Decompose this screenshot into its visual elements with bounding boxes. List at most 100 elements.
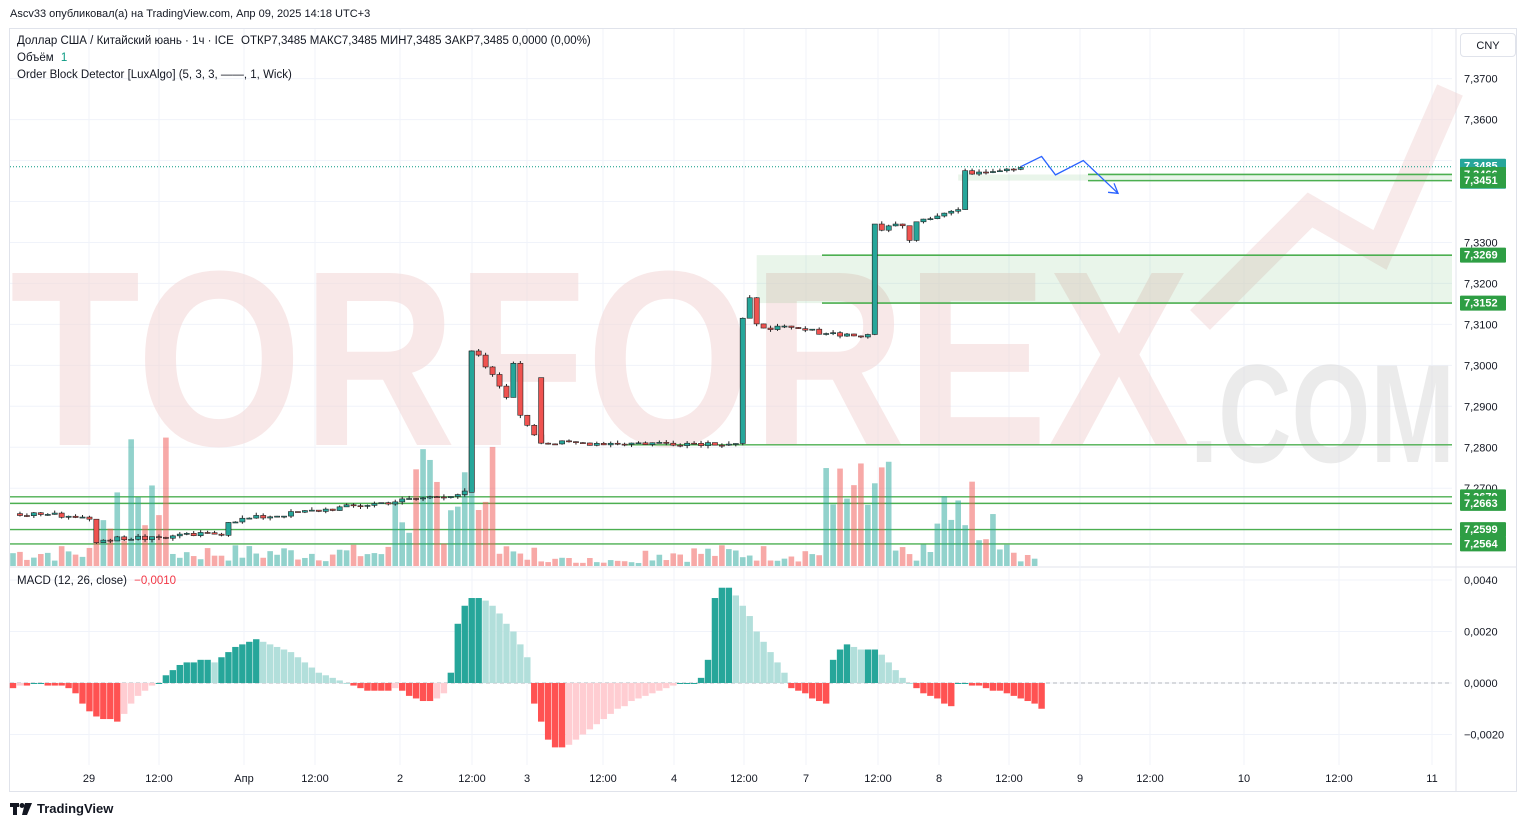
volume-bar bbox=[10, 553, 16, 566]
candle-body bbox=[760, 323, 767, 329]
symbol-legend[interactable]: Доллар США / Китайский юань · 1ч · ICE О… bbox=[17, 35, 591, 47]
volume-bar bbox=[65, 551, 72, 566]
volume-bar bbox=[183, 552, 190, 566]
volume-bar bbox=[316, 560, 322, 566]
time-tick-label: 7 bbox=[803, 773, 809, 785]
volume-bar bbox=[642, 550, 649, 566]
candle-body bbox=[44, 514, 51, 516]
volume-bar bbox=[38, 554, 44, 566]
macd-bar bbox=[690, 683, 698, 684]
macd-bar bbox=[79, 683, 86, 704]
candle-body bbox=[232, 521, 239, 524]
projection-arrow bbox=[1020, 155, 1119, 194]
candle-body bbox=[447, 496, 454, 498]
volume-bar bbox=[906, 554, 913, 566]
candle-body bbox=[663, 442, 670, 444]
candle-body bbox=[392, 501, 399, 505]
candle-body bbox=[566, 440, 572, 443]
candle-body bbox=[802, 328, 809, 331]
candle-body bbox=[573, 441, 579, 443]
macd-bar bbox=[975, 683, 983, 686]
volume-bar bbox=[79, 556, 86, 566]
candle-body bbox=[899, 223, 906, 227]
tradingview-logo[interactable]: TradingView bbox=[10, 801, 113, 816]
volume-bar bbox=[274, 554, 280, 566]
macd-bar bbox=[670, 683, 677, 686]
volume-bar bbox=[51, 560, 58, 566]
candle-body bbox=[225, 522, 232, 536]
macd-bar bbox=[565, 683, 573, 745]
macd-bar bbox=[16, 683, 24, 686]
candle-body bbox=[892, 223, 899, 227]
volume-legend[interactable]: Объём 1 bbox=[17, 52, 67, 64]
volume-bar bbox=[628, 562, 635, 566]
macd-bar bbox=[100, 683, 107, 720]
time-tick-label: 11 bbox=[1426, 773, 1437, 785]
macd-bar bbox=[58, 683, 65, 686]
candle-body bbox=[23, 515, 30, 517]
candle-body bbox=[1003, 168, 1010, 172]
candle-body bbox=[969, 170, 975, 175]
candle-body bbox=[823, 333, 830, 335]
candle-body bbox=[586, 442, 593, 446]
candle-body bbox=[948, 210, 955, 214]
volume-bar bbox=[753, 560, 760, 566]
candle-body bbox=[677, 444, 684, 447]
price-badge-label: 7,2564 bbox=[1464, 538, 1499, 550]
volume-bar bbox=[587, 558, 593, 566]
macd-bar bbox=[232, 646, 239, 683]
time-tick-label: 8 bbox=[936, 773, 942, 785]
candle-body bbox=[461, 490, 468, 495]
volume-bar bbox=[538, 561, 544, 566]
volume-bar bbox=[461, 472, 468, 566]
volume-bar bbox=[990, 514, 996, 566]
price-tick-label: 7,3700 bbox=[1464, 74, 1498, 86]
candle-body bbox=[830, 332, 836, 334]
macd-bar bbox=[23, 683, 31, 686]
macd-bar bbox=[822, 683, 830, 704]
macd-bar bbox=[86, 683, 93, 712]
macd-bar bbox=[753, 631, 760, 683]
macd-bar bbox=[1031, 683, 1038, 704]
candle-body bbox=[253, 515, 260, 519]
volume-bar bbox=[816, 555, 822, 566]
candle-body bbox=[156, 536, 162, 538]
candle-body bbox=[531, 424, 538, 436]
volume-bar bbox=[545, 562, 551, 566]
volume-bar bbox=[93, 537, 100, 566]
macd-bar bbox=[996, 683, 1004, 691]
candle-body bbox=[295, 511, 301, 513]
candle-body bbox=[614, 442, 621, 445]
candle-body bbox=[308, 509, 315, 512]
candle-body bbox=[183, 533, 190, 535]
macd-bar bbox=[447, 672, 455, 683]
candle-body bbox=[1017, 167, 1024, 170]
macd-bar bbox=[489, 605, 496, 683]
currency-button[interactable]: CNY bbox=[1460, 33, 1516, 57]
candle-body bbox=[315, 509, 322, 512]
publish-info: Ascv33 опубликовал(а) на TradingView.com… bbox=[10, 8, 371, 20]
candle-body bbox=[718, 444, 725, 447]
candle-body bbox=[267, 516, 274, 519]
macd-bar bbox=[225, 652, 232, 683]
macd-bar bbox=[579, 683, 587, 735]
candle-body bbox=[517, 362, 524, 416]
indicator-legend[interactable]: Order Block Detector [LuxAlgo] (5, 3, 3,… bbox=[17, 69, 292, 81]
candle-body bbox=[357, 505, 364, 508]
macd-bar bbox=[843, 644, 851, 683]
candle-body bbox=[246, 517, 253, 520]
macd-bar bbox=[385, 683, 392, 691]
candle-body bbox=[218, 533, 225, 536]
candle-body bbox=[79, 516, 86, 519]
candle-body bbox=[746, 297, 753, 319]
macd-bar bbox=[273, 646, 281, 683]
volume-bar bbox=[941, 496, 948, 566]
candle-body bbox=[475, 350, 482, 356]
macd-legend[interactable]: MACD (12, 26, close) −0,0010 bbox=[17, 575, 176, 587]
macd-bar bbox=[531, 683, 538, 704]
candle-body bbox=[114, 536, 121, 542]
volume-bar bbox=[246, 546, 253, 566]
candle-body bbox=[100, 539, 107, 543]
macd-bar bbox=[551, 683, 559, 748]
